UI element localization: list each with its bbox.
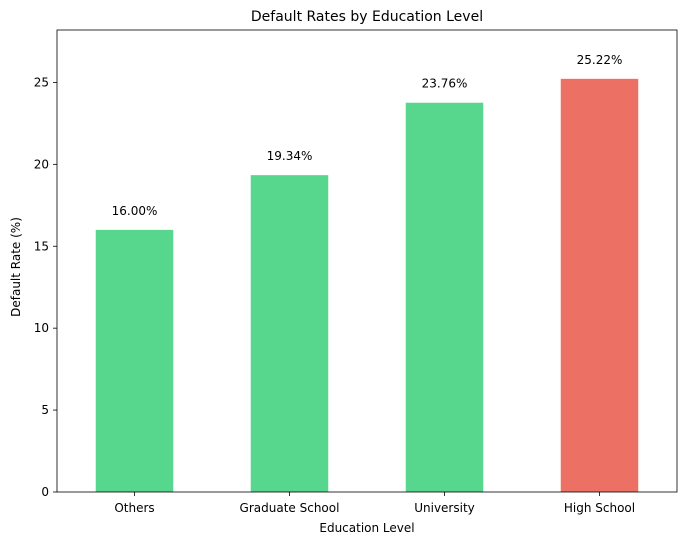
bar-value-label: 23.76% (422, 77, 468, 91)
bar (250, 175, 329, 492)
chart-title: Default Rates by Education Level (251, 9, 483, 25)
y-axis-label: Default Rate (%) (9, 217, 23, 317)
y-tick-label: 10 (34, 321, 49, 335)
y-tick-label: 25 (34, 75, 49, 89)
bar-value-label: 25.22% (577, 53, 623, 67)
bar (95, 229, 174, 492)
y-axis-ticks: 0 5 10 15 20 25 (34, 75, 57, 499)
bar-value-label: 19.34% (267, 149, 313, 163)
x-axis-label: Education Level (319, 521, 414, 535)
bar-value-label: 16.00% (112, 204, 158, 218)
y-tick-label: 0 (41, 485, 49, 499)
x-axis-ticks: Others Graduate School University High Scho… (114, 492, 635, 515)
y-tick-label: 15 (34, 239, 49, 253)
y-tick-label: 20 (34, 157, 49, 171)
bars-group (95, 78, 639, 493)
data-labels-group: 16.00% 19.34% 23.76% 25.22% (112, 53, 623, 218)
bar (405, 102, 484, 493)
x-tick-label: Graduate School (240, 501, 340, 515)
y-tick-label: 5 (41, 403, 49, 417)
x-tick-label: University (414, 501, 475, 515)
bar (560, 78, 639, 492)
plot-frame (56, 29, 678, 493)
x-tick-label: High School (564, 501, 635, 515)
x-tick-label: Others (114, 501, 154, 515)
